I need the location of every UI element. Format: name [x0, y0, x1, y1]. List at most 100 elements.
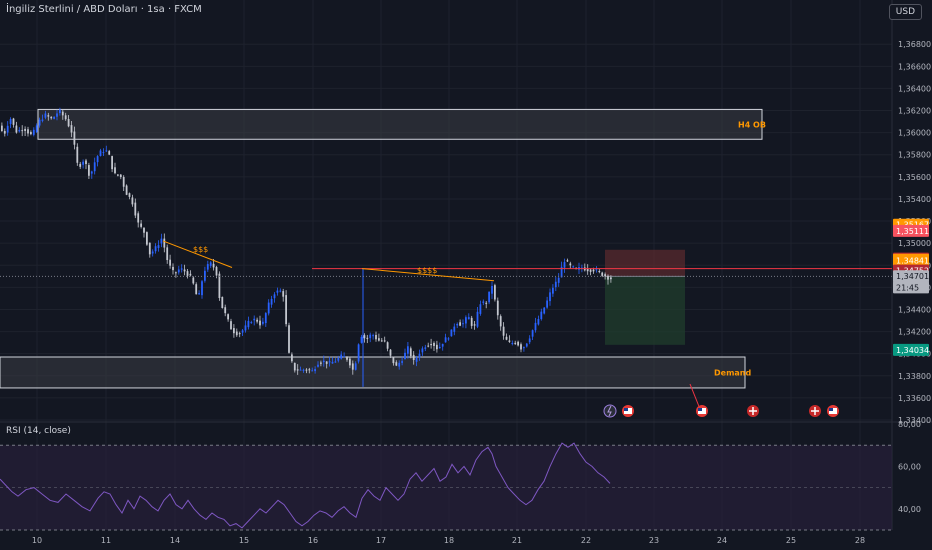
- candle-down: [163, 238, 166, 248]
- candle-up: [201, 281, 203, 296]
- price-tick-label: 1,33400: [898, 416, 931, 425]
- candle-up: [154, 246, 157, 252]
- currency-button[interactable]: USD: [888, 4, 922, 20]
- candle-down: [143, 227, 145, 233]
- rsi-legend-label[interactable]: RSI (14, close): [6, 426, 71, 436]
- candle-down: [517, 341, 519, 346]
- liquidity-label: $$$$: [417, 266, 437, 275]
- candle-up: [444, 337, 447, 343]
- candle-down: [148, 242, 151, 255]
- candle-down: [366, 337, 369, 339]
- short-position-tool[interactable]: [605, 249, 685, 345]
- candle-down: [111, 156, 113, 170]
- candle-down: [586, 268, 589, 272]
- candle-down: [12, 118, 15, 125]
- candle-up: [317, 364, 319, 367]
- candle-up: [369, 334, 372, 339]
- candle-up: [572, 266, 575, 268]
- candle-up: [264, 313, 267, 324]
- rsi-tick-label: 80,00: [898, 420, 921, 429]
- candle-up: [546, 300, 548, 308]
- economic-events[interactable]: [603, 404, 839, 418]
- candle-up: [557, 277, 560, 283]
- price-badge-label: 1,35111: [896, 227, 929, 236]
- candle-up: [511, 343, 514, 345]
- price-badge: [893, 281, 929, 294]
- candle-up: [354, 363, 357, 370]
- candle-up: [250, 322, 253, 324]
- candle-up: [247, 320, 250, 328]
- price-tick-label: 1,35800: [898, 151, 931, 160]
- candle-up: [337, 358, 340, 361]
- candle-up: [90, 171, 93, 174]
- candle-down: [175, 272, 177, 274]
- candle-down: [375, 335, 377, 340]
- candle-down: [308, 369, 311, 371]
- zone-box: [0, 356, 746, 389]
- candle-up: [447, 338, 450, 340]
- us-flag-icon[interactable]: [827, 405, 839, 417]
- time-axis[interactable]: 10 11 14 15 16 17 18 21 22 23 24 25 28: [32, 536, 865, 545]
- candle-down: [114, 167, 116, 174]
- candle-down: [430, 344, 432, 346]
- candle-up: [322, 360, 325, 362]
- stop-loss-area: [605, 249, 685, 277]
- candle-up: [204, 270, 206, 281]
- time-tick-label: 18: [444, 536, 454, 545]
- supply-demand-zones: H4 OB Demand: [0, 108, 766, 389]
- candle-down: [288, 325, 290, 353]
- candle-down: [21, 130, 24, 132]
- candle-up: [157, 245, 160, 249]
- candle-up: [415, 358, 418, 362]
- candle-up: [53, 116, 55, 119]
- candle-down: [320, 362, 322, 364]
- time-tick-label: 24: [717, 536, 727, 545]
- rsi-pane[interactable]: 80,00 60,00 40,00: [0, 420, 921, 531]
- candle-up: [424, 347, 427, 349]
- candle-up: [563, 262, 566, 268]
- candle-up: [343, 356, 345, 358]
- candle-down: [76, 146, 79, 163]
- price-tick-label: 1,36400: [898, 84, 931, 93]
- price-tick-label: 1,33600: [898, 394, 931, 403]
- candle-down: [140, 223, 142, 227]
- candle-down: [15, 125, 18, 133]
- candle-down: [514, 342, 517, 344]
- candle-down: [146, 232, 148, 245]
- uk-flag-icon[interactable]: [809, 405, 821, 417]
- candle-up: [262, 321, 264, 324]
- price-tick-label: 1,35000: [898, 239, 931, 248]
- candle-up: [537, 319, 540, 325]
- candle-down: [227, 314, 229, 320]
- candle-down: [64, 115, 67, 120]
- price-badge: [893, 270, 929, 283]
- liquidity-trendline: [361, 268, 495, 282]
- candle-down: [291, 354, 293, 362]
- lightning-icon[interactable]: [603, 404, 617, 418]
- time-tick-label: 15: [239, 536, 249, 545]
- candle-up: [528, 338, 531, 343]
- candle-up: [276, 290, 279, 293]
- candle-up: [180, 268, 183, 270]
- candle-down: [305, 369, 308, 371]
- candle-down: [386, 342, 389, 349]
- candle-up: [360, 336, 363, 343]
- symbol-title[interactable]: İngiliz Sterlini / ABD Doları · 1sa · FX…: [6, 4, 202, 15]
- drawings[interactable]: $$$$$$$: [0, 240, 892, 415]
- us-flag-icon-canton: [624, 408, 628, 411]
- candle-down: [183, 269, 186, 272]
- time-tick-label: 16: [308, 536, 318, 545]
- candle-down: [293, 362, 296, 371]
- candle-down: [238, 333, 241, 335]
- candle-down: [395, 362, 398, 366]
- us-flag-icon[interactable]: [696, 405, 708, 417]
- price-tick-label: 1,36800: [898, 40, 931, 49]
- candle-down: [1, 125, 3, 132]
- candle-up: [273, 294, 276, 299]
- candle-down: [221, 296, 224, 308]
- candle-down: [383, 340, 386, 342]
- uk-flag-icon[interactable]: [747, 405, 759, 417]
- candle-down: [389, 349, 392, 356]
- us-flag-icon[interactable]: [622, 405, 634, 417]
